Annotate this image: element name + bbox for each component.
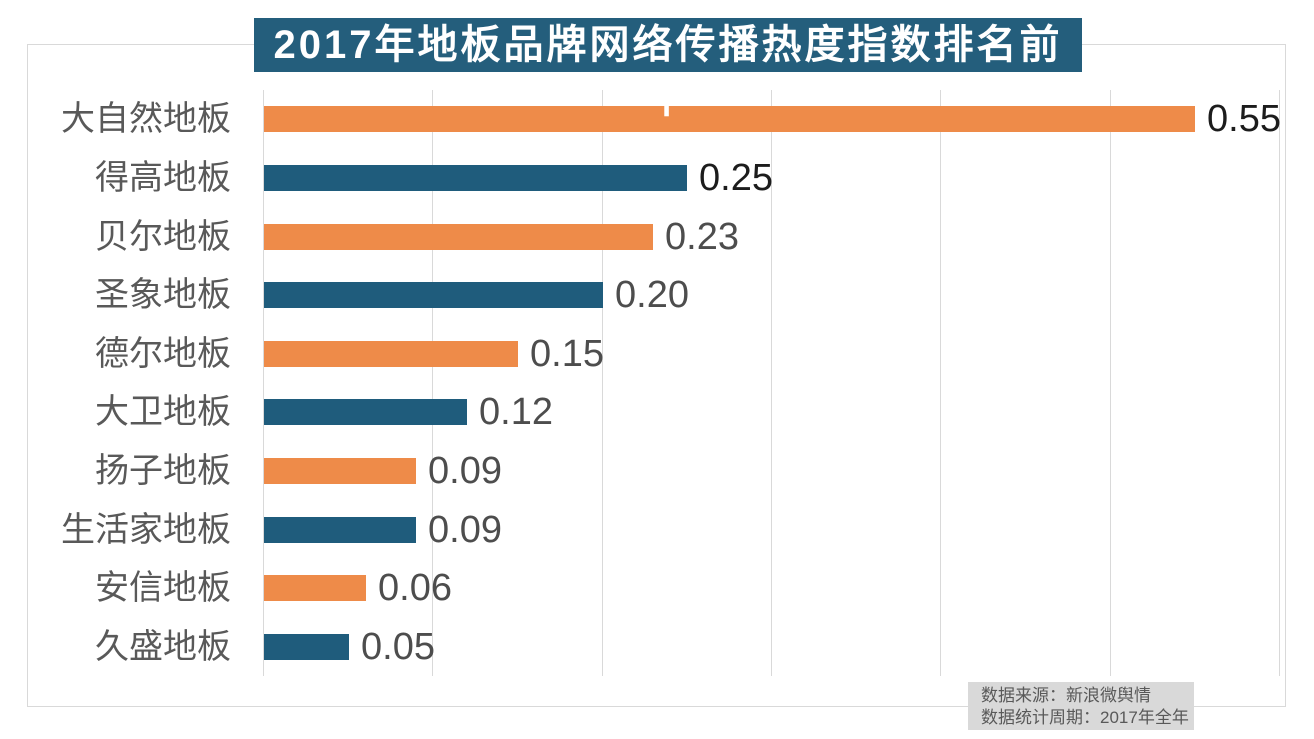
bar-久盛地板 [264, 633, 349, 660]
value-label: 0.55 [1207, 98, 1281, 141]
category-label: 扬子地板 [95, 451, 231, 490]
category-label: 德尔地板 [95, 334, 231, 373]
category-label: 大自然地板 [61, 100, 231, 139]
gridline [940, 90, 942, 676]
category-label: 久盛地板 [95, 627, 231, 666]
bar-圣象地板 [264, 282, 603, 309]
chart-title: 2017年地板品牌网络传播热度指数排名前十 [273, 23, 1063, 121]
value-label: 0.09 [428, 449, 502, 492]
gridline [601, 90, 603, 676]
value-label: 0.09 [428, 508, 502, 551]
category-label: 大卫地板 [95, 393, 231, 432]
category-label: 圣象地板 [95, 276, 231, 315]
bar-大自然地板 [264, 106, 1195, 133]
gridline [771, 90, 772, 676]
bar-大卫地板 [264, 399, 467, 426]
value-label: 0.25 [699, 156, 773, 199]
gridline [1279, 90, 1280, 676]
value-label: 0.05 [361, 625, 435, 668]
gridline [263, 90, 264, 676]
source-note: 数据来源：新浪微舆情 数据统计周期：2017年全年 [968, 682, 1194, 730]
category-label: 贝尔地板 [95, 217, 231, 256]
bar-扬子地板 [264, 457, 416, 484]
gridline [432, 90, 434, 676]
bar-生活家地板 [264, 516, 416, 543]
source-note-line1: 数据来源：新浪微舆情 [981, 686, 1151, 705]
bar-德尔地板 [264, 340, 518, 367]
bar-安信地板 [264, 575, 366, 602]
category-label: 安信地板 [95, 569, 231, 608]
chart-title-banner: 2017年地板品牌网络传播热度指数排名前十 [254, 18, 1082, 121]
value-label: 0.12 [479, 391, 553, 434]
category-label: 生活家地板 [61, 510, 231, 549]
value-label: 0.20 [615, 274, 689, 317]
source-note-line2: 数据统计周期：2017年全年 [981, 708, 1189, 727]
gridline [1109, 90, 1111, 676]
category-label: 得高地板 [95, 158, 231, 197]
bar-得高地板 [264, 164, 687, 191]
value-label: 0.23 [665, 215, 739, 258]
bar-贝尔地板 [264, 223, 653, 250]
value-label: 0.06 [378, 567, 452, 610]
value-label: 0.15 [530, 332, 604, 375]
